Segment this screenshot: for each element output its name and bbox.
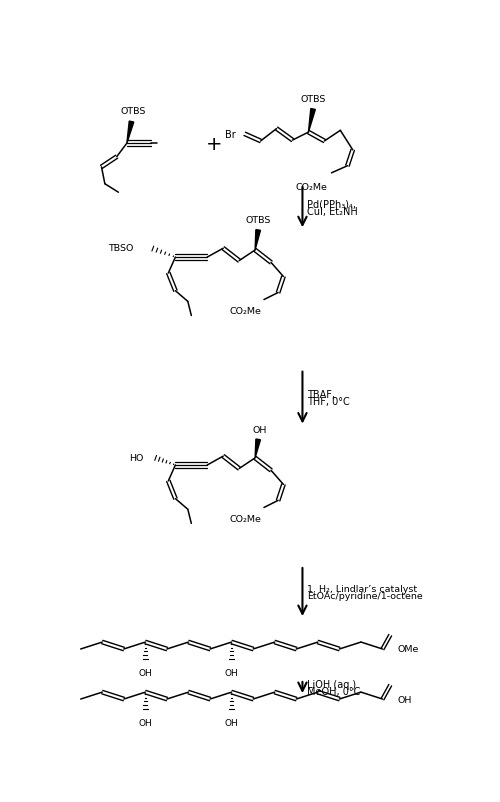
Text: TBAF,: TBAF, — [307, 389, 335, 399]
Text: 1. H₂, Lindlar’s catalyst: 1. H₂, Lindlar’s catalyst — [307, 584, 417, 593]
Text: CuI, Et₂NH: CuI, Et₂NH — [307, 207, 358, 217]
Text: THF, 0°C: THF, 0°C — [307, 397, 350, 407]
Polygon shape — [127, 122, 134, 144]
Text: CO₂Me: CO₂Me — [230, 306, 262, 315]
Text: OH: OH — [224, 668, 238, 678]
Text: OMe: OMe — [398, 645, 419, 654]
Text: OH: OH — [398, 695, 412, 703]
Text: CO₂Me: CO₂Me — [230, 514, 262, 523]
Text: CO₂Me: CO₂Me — [296, 183, 328, 192]
Text: HO: HO — [128, 453, 143, 462]
Text: OTBS: OTBS — [246, 216, 271, 225]
Text: Br: Br — [224, 130, 235, 140]
Text: OH: OH — [224, 719, 238, 727]
Text: MeOH, 0°C: MeOH, 0°C — [307, 687, 360, 696]
Text: TBSO: TBSO — [108, 244, 134, 253]
Polygon shape — [308, 109, 316, 133]
Text: OH: OH — [252, 426, 267, 435]
Text: Pd(PPh₃)₄,: Pd(PPh₃)₄, — [307, 199, 356, 209]
Text: OH: OH — [138, 719, 152, 727]
Text: OTBS: OTBS — [120, 107, 146, 116]
Text: OH: OH — [138, 668, 152, 678]
Text: EtOAc/pyridine/1-octene: EtOAc/pyridine/1-octene — [307, 592, 423, 601]
Text: +: + — [206, 135, 222, 153]
Polygon shape — [255, 439, 260, 458]
Text: LiOH (aq.): LiOH (aq.) — [307, 678, 356, 689]
Text: OTBS: OTBS — [300, 95, 326, 103]
Polygon shape — [255, 230, 260, 251]
